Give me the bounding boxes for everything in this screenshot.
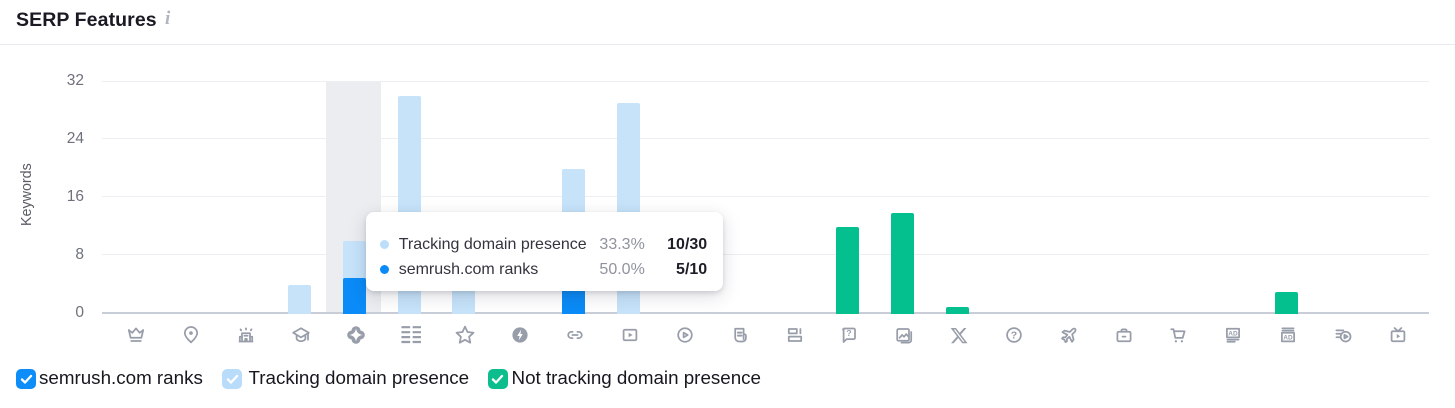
svg-text:AD: AD — [1228, 330, 1238, 337]
svg-text:AD: AD — [1283, 335, 1293, 342]
svg-text:?: ? — [1011, 330, 1017, 342]
svg-text:?: ? — [847, 328, 852, 338]
